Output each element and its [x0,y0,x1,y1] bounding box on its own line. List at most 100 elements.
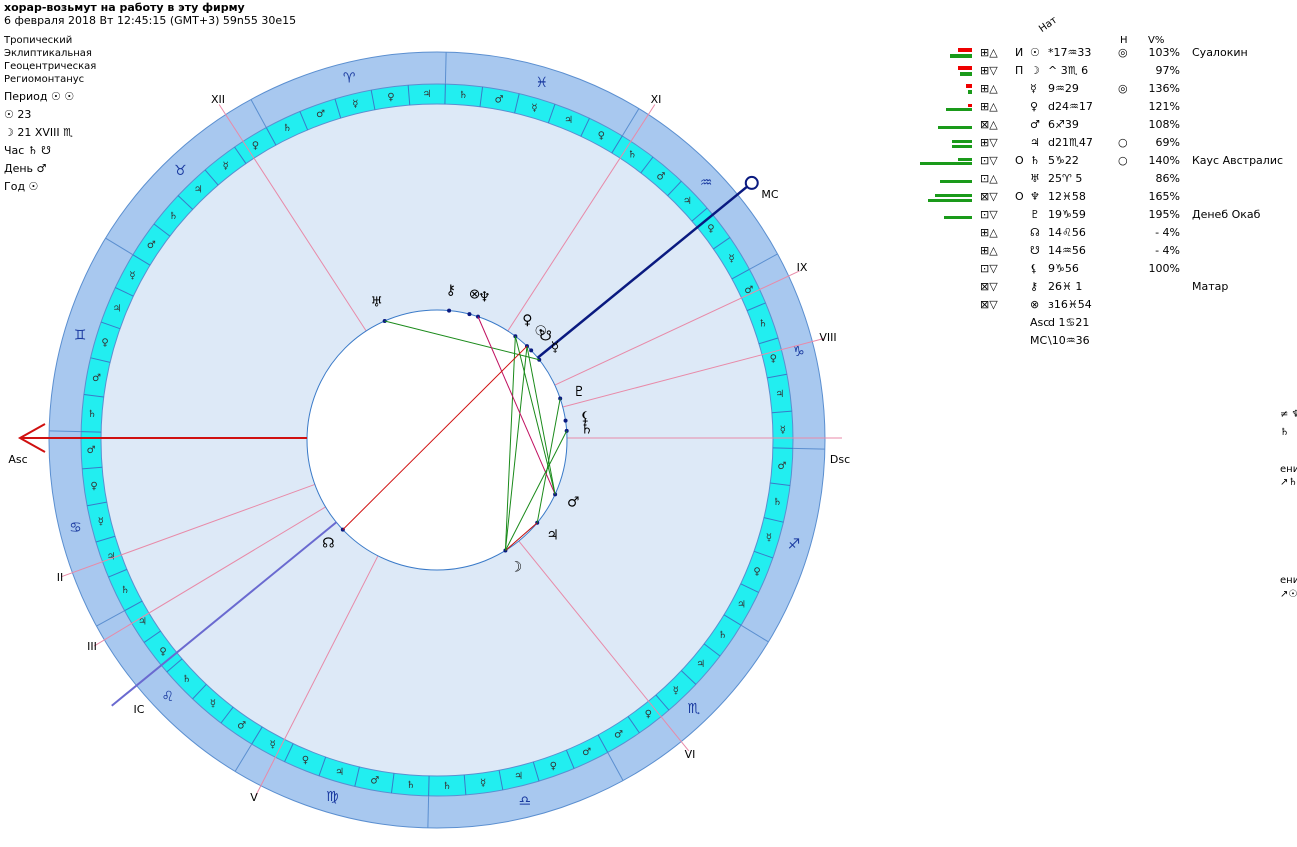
bar [935,194,972,197]
table-v: 140% [1149,154,1180,167]
sign-divider [427,795,430,828]
table-v: 195% [1149,208,1180,221]
term-glyph: ☿ [210,699,216,710]
term-glyph: ♄ [406,780,415,791]
term-glyph: ♄ [283,123,292,134]
table-planet: ☉ [1030,46,1040,59]
wheel-planet: ♅ [370,295,383,311]
sign-divider [607,752,624,781]
house-cusp [93,506,326,647]
bar [946,108,972,111]
sign-glyph: ♓ [535,75,548,91]
term-glyph: ☿ [480,778,486,789]
bar [958,66,972,70]
house-label: III [87,640,97,653]
term-divider [100,321,121,330]
term-glyph: ♄ [88,409,97,420]
sign-glyph: ♈ [343,71,356,87]
term-divider [565,749,575,769]
sign-divider [234,743,253,772]
term-glyph: ♂ [614,730,623,741]
term-glyph: ☿ [766,532,772,543]
table-mark: O [1015,190,1024,203]
sign-glyph: ♎ [519,793,532,809]
table-pos: *17♒33 [1048,46,1091,59]
col-header: H [1120,35,1128,46]
wheel-planet: ☿ [551,339,560,355]
term-glyph: ♃ [113,303,122,314]
aspect-line [384,320,540,361]
setting: Эклиптикальная [4,48,92,59]
aspect-line [477,316,556,495]
sign-glyph: ♉ [174,163,187,179]
sign-divider [792,447,825,450]
term-divider [390,773,395,794]
table-star: Каус Австралис [1192,154,1283,167]
term-glyph: ☿ [129,271,135,282]
sign-glyph: ♍ [326,789,339,805]
wheel-planet: ☉ [535,324,548,340]
table-planet: ☊ [1030,226,1040,239]
table-pos: ^ 3♏ 6 [1048,64,1088,77]
table-dignity: ⊠▽ [980,280,998,293]
term-divider [731,268,750,280]
sign-divider [749,253,778,270]
table-pos: 26♓ 1 [1048,280,1082,293]
wheel-planet: ♄ [580,421,593,437]
term-glyph: ♂ [582,747,591,758]
ruler-line: Час ♄ ☋ [4,144,51,157]
side-fragment: ≠ ♆ [1280,409,1297,420]
side-fragment: ени [1280,464,1297,475]
table-dignity: ⊞▽ [980,64,998,77]
table-pos: \10♒36 [1048,334,1090,347]
wheel-planet: ♃ [546,528,559,544]
table-v: 100% [1149,262,1180,275]
term-divider [611,135,623,154]
table-dignity: ⊞△ [980,46,998,59]
term-divider [132,254,151,266]
table-v: 165% [1149,190,1180,203]
sign-divider [250,99,267,128]
term-divider [532,761,540,782]
term-divider [463,774,467,795]
term-glyph: ♂ [657,171,666,182]
bar [928,199,972,202]
term-divider [90,357,111,363]
table-pos: d24♒17 [1048,100,1093,113]
house-label: V [250,791,258,804]
bar [950,54,972,58]
house-label: II [57,571,64,584]
table-planet: ♃ [1030,136,1040,149]
table-dignity: ⊞△ [980,244,998,257]
term-divider [767,373,787,379]
house-cusp [518,540,690,752]
table-pos: 12♓58 [1048,190,1086,203]
table-planet: ⚷ [1030,280,1038,293]
term-divider [498,770,504,790]
table-v: 86% [1156,172,1180,185]
term-glyph: ♀ [159,646,166,657]
term-divider [204,169,219,186]
table-dignity: ⊞▽ [980,136,998,149]
term-divider [143,630,161,643]
term-divider [251,726,263,745]
term-glyph: ♃ [138,617,147,628]
table-pos: 5♑22 [1048,154,1079,167]
term-divider [407,85,411,106]
term-glyph: ♂ [744,285,753,296]
term-glyph: ♂ [495,95,504,106]
term-divider [691,207,708,222]
aspect-line [514,336,556,495]
setting: Региомонтанус [4,74,84,85]
house-cusp [254,555,379,797]
bar [920,162,972,165]
term-divider [740,583,759,593]
term-glyph: ♃ [775,389,784,400]
term-glyph: ♃ [564,115,573,126]
term-glyph: ♄ [182,674,191,685]
sign-divider [49,430,82,433]
term-divider [192,683,207,700]
term-divider [299,111,309,131]
setting: Геоцентрическая [4,61,96,72]
term-glyph: ♂ [87,445,96,456]
